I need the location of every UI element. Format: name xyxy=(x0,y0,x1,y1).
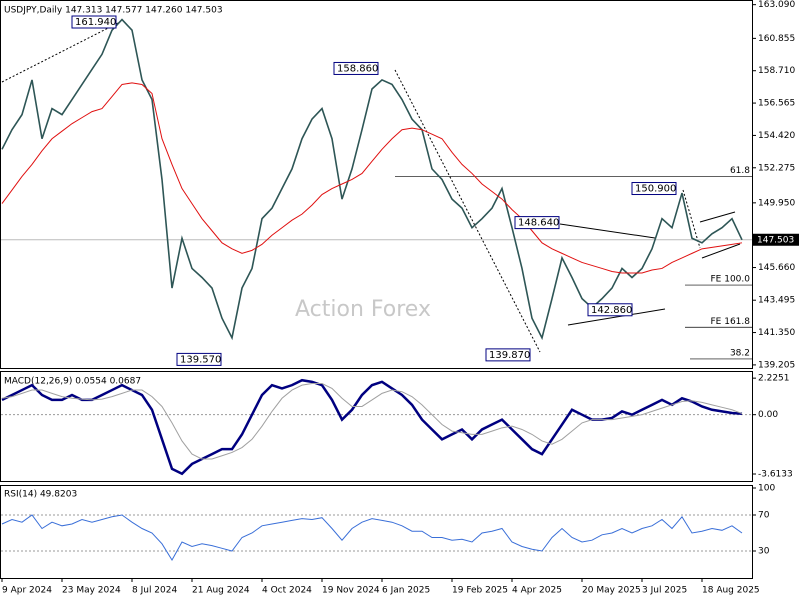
y-tick-label: 141.350 xyxy=(758,328,795,338)
fib-label: 38.2 xyxy=(730,348,750,358)
x-tick-label: 4 Oct 2024 xyxy=(262,586,312,596)
x-tick-label: 3 Jul 2025 xyxy=(642,586,687,596)
series-line xyxy=(1,382,743,460)
x-tick-label: 6 Jan 2025 xyxy=(382,586,430,596)
rsi-panel xyxy=(0,485,753,579)
chart-title: USDJPY,Daily 147.313 147.577 147.260 147… xyxy=(4,6,223,16)
series-line xyxy=(1,18,743,341)
series-line xyxy=(1,82,743,274)
last-price-box xyxy=(753,233,799,246)
last-price-label: 147.503 xyxy=(757,235,794,245)
trend-line xyxy=(559,223,656,239)
y-tick-label: 143.495 xyxy=(758,296,795,306)
x-tick-label: 19 Feb 2025 xyxy=(452,586,508,596)
y-tick-label: 160.855 xyxy=(758,34,795,44)
price-annotation: 148.640 xyxy=(518,218,559,229)
x-tick-label: 18 Aug 2025 xyxy=(702,586,760,596)
y-tick-label: 152.275 xyxy=(758,163,795,173)
trend-line xyxy=(567,308,666,326)
x-tick-label: 8 Jul 2024 xyxy=(132,586,177,596)
series-line xyxy=(1,378,743,476)
y-tick-label: 100 xyxy=(758,484,775,494)
price-annotation: 142.860 xyxy=(591,305,632,316)
y-tick-label: 145.660 xyxy=(758,263,795,273)
y-tick-label: 70 xyxy=(758,511,770,521)
price-annotation-box xyxy=(71,15,117,29)
channel-line xyxy=(699,211,736,223)
main-panel xyxy=(0,0,753,369)
price-annotation: 150.900 xyxy=(635,184,676,195)
price-annotation: 139.570 xyxy=(180,354,221,365)
fib-label: FE 161.8 xyxy=(711,317,751,327)
price-annotation: 161.940 xyxy=(75,17,116,28)
price-annotation-box xyxy=(587,303,633,317)
price-annotation-box xyxy=(514,216,560,230)
x-tick-label: 19 Nov 2024 xyxy=(322,586,380,596)
y-tick-label: 156.565 xyxy=(758,99,795,109)
y-tick-label: 154.420 xyxy=(758,131,795,141)
y-tick-label: 149.950 xyxy=(758,198,795,208)
price-annotation-box xyxy=(333,61,379,75)
x-tick-label: 20 May 2025 xyxy=(582,586,641,596)
series-line xyxy=(1,514,743,561)
trend-line xyxy=(394,69,541,353)
x-tick-label: 4 Apr 2025 xyxy=(512,586,562,596)
x-tick-label: 23 May 2024 xyxy=(62,586,121,596)
y-tick-label: 139.205 xyxy=(758,360,795,370)
y-tick-label: -3.6133 xyxy=(758,470,793,480)
fib-label: 61.8 xyxy=(730,166,750,176)
y-tick-label: 30 xyxy=(758,547,770,557)
x-tick-label: 9 Apr 2024 xyxy=(2,586,52,596)
price-annotation-box xyxy=(176,352,222,366)
channel-line xyxy=(701,243,741,259)
fib-label: FE 100.0 xyxy=(711,275,751,285)
watermark: Action Forex xyxy=(295,297,431,322)
price-annotation: 158.860 xyxy=(337,63,378,74)
rsi-title: RSI(14) 49.8203 xyxy=(4,490,77,500)
price-annotation: 139.870 xyxy=(489,350,530,361)
y-tick-label: 0.00 xyxy=(758,410,778,420)
x-tick-label: 21 Aug 2024 xyxy=(192,586,250,596)
price-annotation-box xyxy=(631,182,677,196)
macd-title: MACD(12,26,9) 0.0554 0.0687 xyxy=(4,377,141,387)
macd-panel xyxy=(0,371,753,482)
y-tick-label: 2.2251 xyxy=(758,374,790,384)
y-tick-label: 158.710 xyxy=(758,66,795,76)
price-annotation-box xyxy=(485,348,531,362)
y-tick-label: 163.090 xyxy=(758,0,795,10)
